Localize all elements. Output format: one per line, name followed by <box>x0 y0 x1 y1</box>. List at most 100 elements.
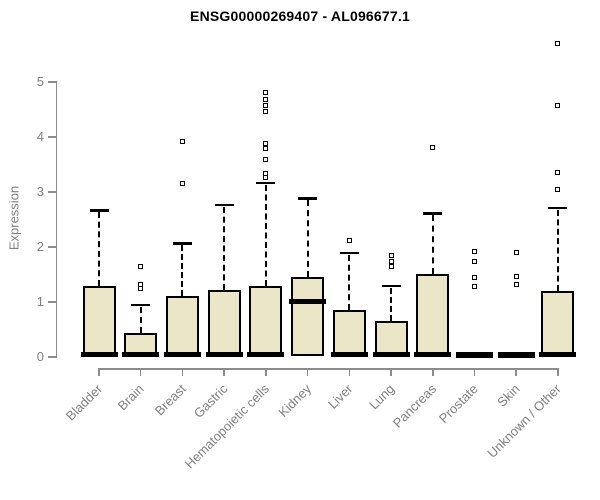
whisker-cap <box>423 212 443 215</box>
whisker-cap <box>256 181 276 185</box>
outlier-point <box>263 109 269 115</box>
outlier-point <box>388 258 394 264</box>
x-tick-label: Unknown / Other <box>484 381 565 461</box>
x-tick-label: Skin <box>494 381 523 410</box>
median-line <box>163 351 201 357</box>
median-line <box>205 351 243 357</box>
median-line <box>539 351 577 357</box>
y-tick-label: 3 <box>36 184 44 199</box>
x-tick <box>557 368 559 376</box>
outlier-point <box>513 273 519 279</box>
x-tick <box>390 368 392 376</box>
outlier-point <box>471 258 477 264</box>
median-line <box>414 351 452 357</box>
x-tick-label: Brain <box>114 381 148 414</box>
y-tick-label: 1 <box>36 294 44 309</box>
x-axis-line <box>98 368 559 370</box>
whisker-cap <box>172 242 192 245</box>
x-tick <box>98 368 100 376</box>
outlier-point <box>471 275 477 281</box>
x-tick <box>432 368 434 376</box>
outlier-point <box>179 139 185 144</box>
y-tick <box>48 136 56 138</box>
box <box>541 291 575 356</box>
median-line <box>247 351 285 357</box>
x-tick-label: Prostate <box>435 381 481 427</box>
outlier-point <box>263 96 269 102</box>
outlier-point <box>471 284 477 290</box>
outlier-point <box>263 141 269 147</box>
median-line <box>372 351 410 357</box>
y-tick <box>48 81 56 83</box>
outlier-point <box>179 181 185 187</box>
whisker-cap <box>381 284 401 288</box>
whisker-line <box>390 287 393 322</box>
outlier-point <box>555 102 561 108</box>
outlier-point <box>263 175 269 181</box>
x-tick <box>306 368 309 376</box>
outlier-point <box>388 253 394 259</box>
box <box>291 277 325 356</box>
box <box>165 295 199 356</box>
box <box>82 285 116 356</box>
box <box>332 309 366 356</box>
median-line <box>455 352 493 359</box>
whisker-line <box>264 184 267 286</box>
whisker-line <box>223 206 226 290</box>
chart-title: ENSG00000269407 - AL096677.1 <box>190 8 410 24</box>
x-tick <box>181 368 184 376</box>
whisker-line <box>181 245 184 296</box>
whisker-line <box>98 212 100 286</box>
median-line <box>122 351 160 357</box>
x-tick-label: Breast <box>151 381 189 419</box>
outlier-point <box>138 264 144 270</box>
outlier-point <box>263 102 269 108</box>
whisker-cap <box>548 206 568 209</box>
x-tick-label: Liver <box>325 381 356 412</box>
whisker-line <box>139 306 142 333</box>
x-tick <box>223 368 225 376</box>
x-tick-label: Bladder <box>63 381 106 424</box>
y-tick <box>48 301 56 303</box>
outlier-point <box>263 90 269 96</box>
whisker-cap <box>214 203 234 207</box>
y-tick <box>48 356 56 358</box>
outlier-point <box>138 282 144 287</box>
outlier-point <box>388 263 394 269</box>
whisker-cap <box>131 303 151 307</box>
median-line <box>289 298 327 304</box>
outlier-point <box>555 41 561 47</box>
y-tick-label: 2 <box>36 239 44 254</box>
whisker-line <box>431 215 434 274</box>
y-tick-label: 4 <box>36 129 44 144</box>
x-tick <box>139 368 142 376</box>
outlier-point <box>555 169 561 175</box>
outlier-point <box>138 286 144 292</box>
outlier-point <box>263 145 269 151</box>
outlier-point <box>263 170 269 176</box>
x-tick <box>515 368 517 376</box>
whisker-cap <box>298 197 318 200</box>
outlier-point <box>263 156 269 162</box>
whisker-line <box>348 254 351 310</box>
box <box>249 285 283 356</box>
median-line <box>497 352 535 359</box>
x-tick <box>473 368 476 376</box>
outlier-point <box>555 187 561 193</box>
x-tick <box>348 368 351 376</box>
x-tick-label: Pancreas <box>389 381 440 431</box>
median-line <box>330 351 368 357</box>
whisker-line <box>306 200 309 278</box>
y-tick <box>48 191 56 193</box>
outlier-point <box>471 249 477 254</box>
x-tick-label: Lung <box>366 381 398 413</box>
outlier-point <box>430 144 436 150</box>
y-axis-line <box>55 81 57 358</box>
outlier-point <box>513 250 519 256</box>
box <box>374 321 408 356</box>
outlier-point <box>513 282 519 287</box>
median-line <box>80 351 118 357</box>
whisker-cap <box>89 209 109 212</box>
x-tick-label: Kidney <box>275 381 314 420</box>
